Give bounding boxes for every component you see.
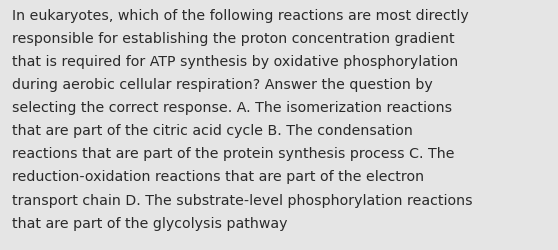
Text: transport chain D. The substrate-level phosphorylation reactions: transport chain D. The substrate-level p…	[12, 193, 473, 207]
Text: that are part of the citric acid cycle B. The condensation: that are part of the citric acid cycle B…	[12, 124, 413, 138]
Text: that is required for ATP synthesis by oxidative phosphorylation: that is required for ATP synthesis by ox…	[12, 55, 459, 69]
Text: during aerobic cellular respiration? Answer the question by: during aerobic cellular respiration? Ans…	[12, 78, 433, 92]
Text: reactions that are part of the protein synthesis process C. The: reactions that are part of the protein s…	[12, 147, 455, 161]
Text: responsible for establishing the proton concentration gradient: responsible for establishing the proton …	[12, 32, 455, 46]
Text: In eukaryotes, which of the following reactions are most directly: In eukaryotes, which of the following re…	[12, 9, 469, 23]
Text: reduction-oxidation reactions that are part of the electron: reduction-oxidation reactions that are p…	[12, 170, 425, 184]
Text: that are part of the glycolysis pathway: that are part of the glycolysis pathway	[12, 216, 288, 230]
Text: selecting the correct response. A. The isomerization reactions: selecting the correct response. A. The i…	[12, 101, 453, 115]
